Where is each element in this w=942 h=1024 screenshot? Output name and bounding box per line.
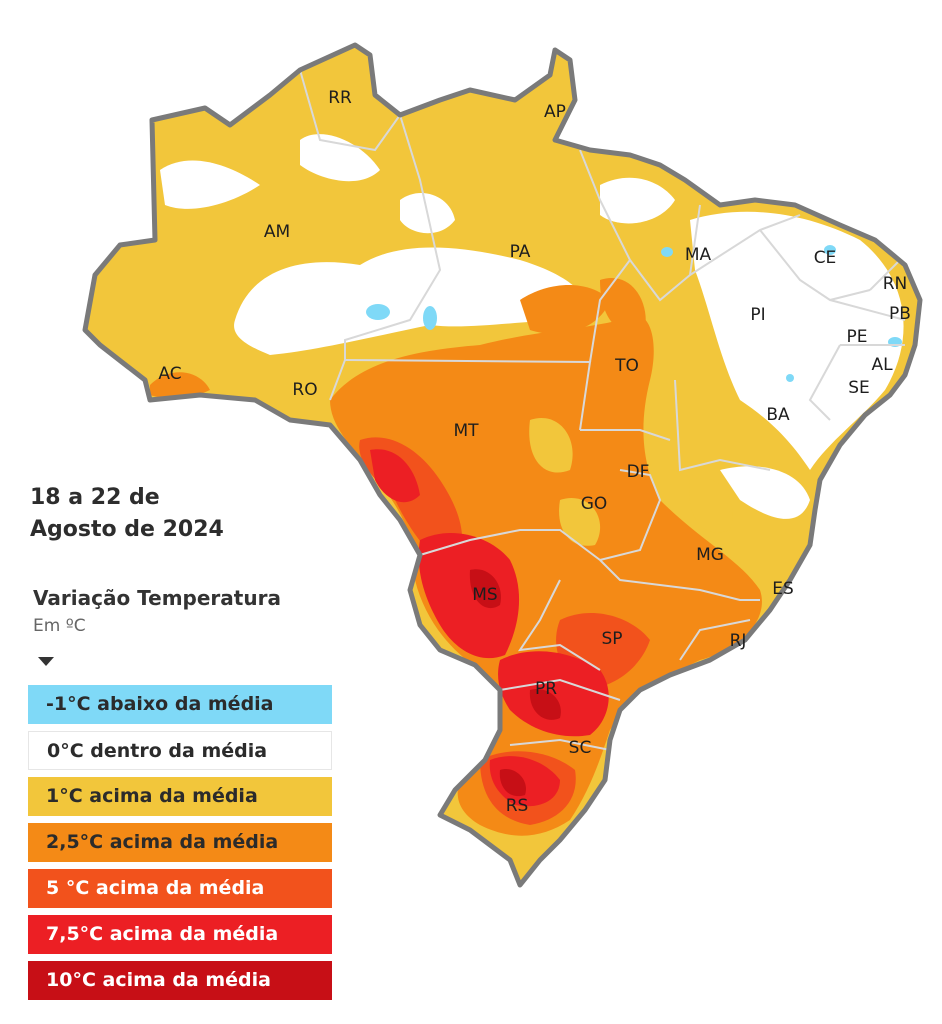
state-label-rn: RN: [883, 274, 908, 294]
state-label-al: AL: [871, 355, 893, 375]
legend-item-plus-2-5: 2,5°C acima da média: [28, 823, 332, 862]
legend-item-below-average: -1°C abaixo da média: [28, 685, 332, 724]
legend-item-plus-5: 5 °C acima da média: [28, 869, 332, 908]
state-label-pa: PA: [510, 242, 531, 262]
legend: -1°C abaixo da média 0°C dentro da média…: [28, 685, 332, 1007]
state-label-df: DF: [627, 462, 650, 482]
legend-item-plus-7-5: 7,5°C acima da média: [28, 915, 332, 954]
state-label-ma: MA: [685, 245, 712, 265]
state-label-ro: RO: [292, 380, 317, 400]
state-label-pi: PI: [750, 305, 765, 325]
state-label-sp: SP: [601, 629, 622, 649]
state-label-sc: SC: [569, 738, 592, 758]
period-label: 18 a 22 de Agosto de 2024: [30, 482, 290, 546]
state-label-es: ES: [772, 579, 794, 599]
state-label-ce: CE: [814, 248, 837, 268]
legend-unit: Em ºC: [33, 616, 86, 636]
legend-item-plus-10: 10°C acima da média: [28, 961, 332, 1000]
caret-down-icon: [38, 657, 54, 666]
legend-item-average: 0°C dentro da média: [28, 731, 332, 770]
legend-title: Variação Temperatura: [33, 586, 281, 610]
period-line-1: 18 a 22 de: [30, 485, 160, 510]
state-label-am: AM: [264, 222, 290, 242]
state-label-rj: RJ: [730, 631, 747, 651]
legend-item-plus-1: 1°C acima da média: [28, 777, 332, 816]
state-label-pb: PB: [889, 304, 911, 324]
state-label-mt: MT: [453, 421, 479, 441]
state-label-ap: AP: [544, 102, 566, 122]
state-label-ms: MS: [472, 585, 497, 605]
state-label-ac: AC: [158, 364, 181, 384]
state-label-mg: MG: [696, 545, 724, 565]
state-label-pr: PR: [535, 679, 557, 699]
state-label-pe: PE: [847, 327, 868, 347]
state-label-go: GO: [581, 494, 608, 514]
period-line-2: Agosto de 2024: [30, 517, 224, 542]
state-label-se: SE: [848, 378, 870, 398]
state-label-ba: BA: [766, 405, 790, 425]
state-label-to: TO: [614, 356, 639, 376]
state-label-rr: RR: [328, 88, 352, 108]
state-label-rs: RS: [506, 796, 529, 816]
